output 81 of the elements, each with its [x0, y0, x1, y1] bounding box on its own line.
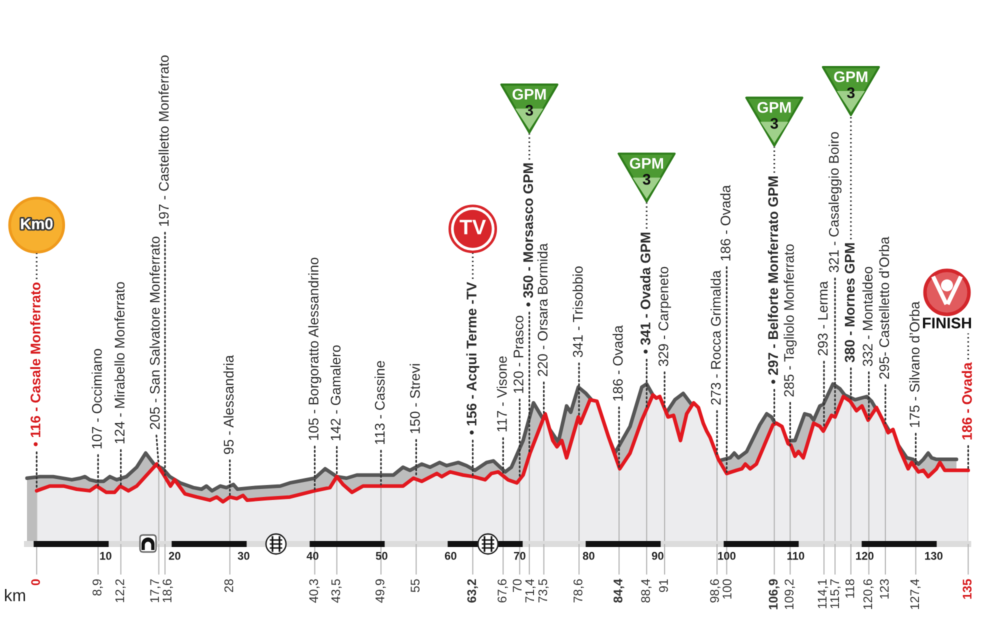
x-tick-label: 118 [845, 579, 854, 598]
x-tick-label: 28 [224, 579, 234, 592]
annotation: 220 - Orsara Bormida [537, 243, 548, 376]
annotation: 341 - Trisobbio [572, 266, 583, 358]
x-tick-label: 123 [880, 579, 889, 599]
annotation: 205 - San Salvatore Monferrato [150, 236, 160, 430]
x-tick-label: 40,3 [309, 579, 320, 603]
x-tick-label: 43,5 [331, 579, 342, 603]
text: GPM 3 [512, 88, 546, 116]
text: GPM 3 [834, 71, 868, 98]
x2-tick-label: 50 [376, 552, 388, 560]
annotation: 150 - Strevi [410, 364, 420, 434]
annotation: 107 - Occimiano [92, 348, 102, 448]
x-tick-label: 73,5 [538, 579, 549, 602]
x2-tick-label: 60 [444, 552, 456, 560]
x-tick-label: 49,9 [375, 579, 386, 603]
x2-tick-label: 80 [582, 552, 594, 560]
annotation: 293 - Lerma [818, 281, 828, 356]
x-tick-label: 106,9 [768, 579, 780, 610]
annotation: 332 - Montaldeo [862, 266, 873, 366]
x-tick-label: 84,4 [614, 578, 624, 603]
x2-tick-label: 110 [787, 552, 804, 560]
x-tick-label: 100 [722, 579, 732, 599]
x2-tick-label: 10 [100, 552, 112, 560]
x-tick-label: 70 [512, 579, 522, 592]
annotation: • 350 - Morsasco GPM [523, 163, 534, 307]
x-axis-title: km [5, 589, 26, 602]
x-tick-label: 55 [410, 579, 420, 592]
annotation: 142 - Gamalero [330, 345, 341, 440]
x-tick-label: 88,4 [641, 579, 652, 603]
annotation: 124 - Mirabello Monferrato [114, 282, 125, 444]
annotation: • 156 - Acqui Terme -TV [466, 282, 480, 435]
x-tick-label: 18,6 [162, 579, 173, 602]
x2-tick-label: 90 [652, 552, 664, 560]
annotation: 273 - Rocca Grimalda [710, 270, 721, 405]
x-tick-label: 67,6 [498, 579, 508, 602]
x-tick-label: 8,9 [92, 579, 103, 596]
x-tick-label: 12,2 [115, 579, 126, 602]
annotation: 380 - Mornes GPM [844, 243, 855, 362]
text: FINISH [922, 318, 972, 328]
x-tick-label: 17,7 [150, 579, 160, 602]
annotation: 329 - Carpeneto [658, 266, 672, 366]
annotation: 197 - Castelletto Monferrato [158, 55, 169, 226]
annotation: 120 - Prasco [514, 316, 524, 393]
annotation: 295- Castelletto d’Orba [878, 236, 890, 379]
text: Km0 [21, 218, 53, 230]
x-tick-label: 127,4 [910, 579, 921, 610]
annotation: 186 - Ovada [962, 362, 972, 440]
annotation: 321 - Casaleggio Boiro [828, 132, 842, 272]
x2-tick-label: 30 [238, 552, 250, 560]
x2-tick-label: 120 [856, 552, 874, 560]
x2-tick-label: 20 [168, 552, 180, 560]
x-tick-label: 115,7 [830, 579, 841, 608]
annotation: 186 - Ovada [612, 325, 623, 401]
x2-tick-label: 70 [514, 552, 526, 560]
x2-tick-label: 40 [306, 552, 318, 560]
x2-tick-label: 100 [718, 552, 736, 560]
annotation: 113 - Cassine [374, 361, 385, 444]
x-tick-label: 78,6 [574, 579, 584, 602]
annotation: • 341 - Ovada GPM [640, 232, 650, 354]
annotation: • 116 - Casale Monferrato [30, 282, 40, 446]
x-tick-label: 98,6 [710, 579, 720, 602]
annotation: 285 - Tagliolo Monferrato [784, 244, 797, 396]
annotation: 186 - Ovada [720, 185, 730, 260]
x-tick-label: 91 [659, 579, 668, 592]
x-tick-label: 63,2 [467, 579, 478, 603]
x-tick-label: 114,1 [818, 579, 828, 608]
annotation: 117 - Visone [496, 356, 507, 432]
x-tick-label: 71,4 [525, 579, 536, 602]
x-tick-label: 120,6 [863, 579, 874, 610]
annotation: 175 - Silvano d’Orba [909, 301, 920, 427]
annotation: • 297 - Belforte Monferrato GPM [768, 176, 778, 384]
x2-tick-label: 130 [925, 552, 943, 560]
annotation: 105 - Borgoratto Alessandrino [308, 258, 322, 440]
x-tick-label: 0 [31, 579, 40, 586]
x-tick-label: 109,2 [784, 579, 796, 610]
x-tick-label: 135 [962, 579, 972, 599]
text: GPM 3 [758, 102, 791, 129]
text: GPM 3 [630, 158, 664, 185]
annotation: 95 - Alessandria [223, 355, 234, 454]
text: TV [460, 220, 486, 234]
